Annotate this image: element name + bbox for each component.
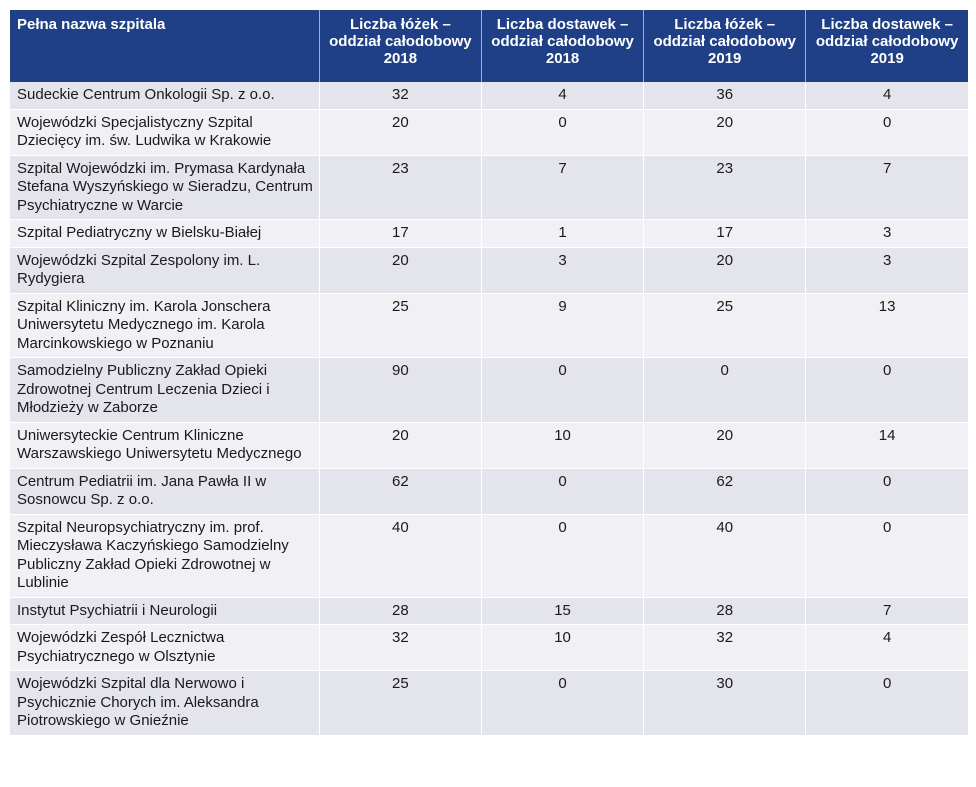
cell-beds-2019: 25 bbox=[643, 292, 806, 358]
cell-extra-beds-2019: 0 bbox=[805, 108, 968, 155]
table-row: Samodzielny Publiczny Zakład Opieki Zdro… bbox=[10, 357, 968, 422]
header-beds-2018: Liczba łóżek – oddział całodobowy 2018 bbox=[318, 10, 482, 82]
cell-hospital-name: Sudeckie Centrum Onkologii Sp. z o.o. bbox=[10, 82, 320, 109]
cell-beds-2018: 32 bbox=[318, 82, 482, 109]
cell-extra-beds-2018: 0 bbox=[480, 513, 644, 597]
cell-extra-beds-2019: 0 bbox=[805, 513, 968, 597]
cell-beds-2019: 20 bbox=[643, 421, 806, 468]
cell-extra-beds-2018: 4 bbox=[480, 82, 644, 109]
cell-hospital-name: Uniwersyteckie Centrum Kliniczne Warszaw… bbox=[10, 421, 320, 468]
table-row: Centrum Pediatrii im. Jana Pawła II w So… bbox=[10, 467, 968, 514]
cell-hospital-name: Instytut Psychiatrii i Neurologii bbox=[10, 596, 320, 625]
cell-beds-2018: 25 bbox=[318, 292, 482, 358]
cell-extra-beds-2018: 15 bbox=[480, 596, 644, 625]
cell-extra-beds-2018: 10 bbox=[480, 624, 644, 671]
table-row: Wojewódzki Specjalistyczny Szpital Dziec… bbox=[10, 108, 968, 155]
table-row: Wojewódzki Szpital dla Nerwowo i Psychic… bbox=[10, 670, 968, 735]
cell-extra-beds-2018: 3 bbox=[480, 246, 644, 293]
cell-hospital-name: Szpital Wojewódzki im. Prymasa Kardynała… bbox=[10, 154, 320, 220]
cell-extra-beds-2019: 7 bbox=[805, 596, 968, 625]
cell-extra-beds-2019: 0 bbox=[805, 357, 968, 422]
cell-beds-2019: 20 bbox=[643, 246, 806, 293]
hospital-beds-table: Pełna nazwa szpitala Liczba łóżek – oddz… bbox=[10, 10, 968, 735]
header-extra-beds-2019: Liczba dostawek – oddział całodobowy 201… bbox=[805, 10, 968, 82]
table-row: Uniwersyteckie Centrum Kliniczne Warszaw… bbox=[10, 421, 968, 468]
hospital-beds-table-container: Pełna nazwa szpitala Liczba łóżek – oddz… bbox=[10, 10, 968, 735]
cell-extra-beds-2019: 3 bbox=[805, 246, 968, 293]
cell-extra-beds-2019: 14 bbox=[805, 421, 968, 468]
cell-beds-2018: 32 bbox=[318, 624, 482, 671]
cell-extra-beds-2019: 4 bbox=[805, 624, 968, 671]
cell-extra-beds-2019: 7 bbox=[805, 154, 968, 220]
table-row: Wojewódzki Zespół Lecznictwa Psychiatryc… bbox=[10, 624, 968, 671]
cell-extra-beds-2019: 13 bbox=[805, 292, 968, 358]
table-row: Instytut Psychiatrii i Neurologii 28 15 … bbox=[10, 596, 968, 625]
cell-hospital-name: Wojewódzki Zespół Lecznictwa Psychiatryc… bbox=[10, 624, 320, 671]
table-row: Szpital Neuropsychiatryczny im. prof. Mi… bbox=[10, 513, 968, 597]
cell-extra-beds-2019: 4 bbox=[805, 82, 968, 109]
cell-hospital-name: Samodzielny Publiczny Zakład Opieki Zdro… bbox=[10, 357, 320, 422]
header-beds-2019: Liczba łóżek – oddział całodobowy 2019 bbox=[643, 10, 806, 82]
cell-extra-beds-2018: 9 bbox=[480, 292, 644, 358]
cell-extra-beds-2018: 1 bbox=[480, 219, 644, 247]
cell-beds-2019: 20 bbox=[643, 108, 806, 155]
cell-beds-2018: 17 bbox=[318, 219, 482, 247]
cell-hospital-name: Szpital Neuropsychiatryczny im. prof. Mi… bbox=[10, 513, 320, 597]
cell-hospital-name: Wojewódzki Szpital dla Nerwowo i Psychic… bbox=[10, 670, 320, 735]
cell-extra-beds-2019: 3 bbox=[805, 219, 968, 247]
cell-extra-beds-2018: 0 bbox=[480, 670, 644, 735]
cell-beds-2018: 62 bbox=[318, 467, 482, 514]
cell-extra-beds-2019: 0 bbox=[805, 670, 968, 735]
cell-beds-2019: 40 bbox=[643, 513, 806, 597]
cell-extra-beds-2018: 7 bbox=[480, 154, 644, 220]
cell-hospital-name: Wojewódzki Specjalistyczny Szpital Dziec… bbox=[10, 108, 320, 155]
cell-beds-2019: 28 bbox=[643, 596, 806, 625]
cell-beds-2019: 17 bbox=[643, 219, 806, 247]
cell-hospital-name: Centrum Pediatrii im. Jana Pawła II w So… bbox=[10, 467, 320, 514]
table-row: Sudeckie Centrum Onkologii Sp. z o.o. 32… bbox=[10, 82, 968, 109]
cell-hospital-name: Wojewódzki Szpital Zespolony im. L. Rydy… bbox=[10, 246, 320, 293]
cell-beds-2018: 20 bbox=[318, 108, 482, 155]
cell-extra-beds-2018: 0 bbox=[480, 108, 644, 155]
cell-extra-beds-2018: 10 bbox=[480, 421, 644, 468]
header-extra-beds-2018: Liczba dostawek – oddział całodobowy 201… bbox=[480, 10, 644, 82]
cell-hospital-name: Szpital Kliniczny im. Karola Jonschera U… bbox=[10, 292, 320, 358]
cell-beds-2019: 30 bbox=[643, 670, 806, 735]
cell-extra-beds-2018: 0 bbox=[480, 357, 644, 422]
cell-beds-2019: 62 bbox=[643, 467, 806, 514]
table-row: Szpital Wojewódzki im. Prymasa Kardynała… bbox=[10, 154, 968, 220]
cell-beds-2019: 32 bbox=[643, 624, 806, 671]
cell-beds-2019: 36 bbox=[643, 82, 806, 109]
cell-beds-2018: 25 bbox=[318, 670, 482, 735]
cell-extra-beds-2018: 0 bbox=[480, 467, 644, 514]
cell-beds-2018: 40 bbox=[318, 513, 482, 597]
cell-beds-2018: 20 bbox=[318, 246, 482, 293]
cell-extra-beds-2019: 0 bbox=[805, 467, 968, 514]
header-hospital-name: Pełna nazwa szpitala bbox=[10, 10, 320, 82]
cell-hospital-name: Szpital Pediatryczny w Bielsku-Białej bbox=[10, 219, 320, 247]
cell-beds-2018: 90 bbox=[318, 357, 482, 422]
cell-beds-2018: 23 bbox=[318, 154, 482, 220]
cell-beds-2019: 0 bbox=[643, 357, 806, 422]
cell-beds-2018: 20 bbox=[318, 421, 482, 468]
table-row: Wojewódzki Szpital Zespolony im. L. Rydy… bbox=[10, 246, 968, 293]
table-row: Szpital Pediatryczny w Bielsku-Białej 17… bbox=[10, 219, 968, 247]
table-row: Szpital Kliniczny im. Karola Jonschera U… bbox=[10, 292, 968, 358]
table-header-row: Pełna nazwa szpitala Liczba łóżek – oddz… bbox=[10, 10, 968, 82]
cell-beds-2018: 28 bbox=[318, 596, 482, 625]
cell-beds-2019: 23 bbox=[643, 154, 806, 220]
